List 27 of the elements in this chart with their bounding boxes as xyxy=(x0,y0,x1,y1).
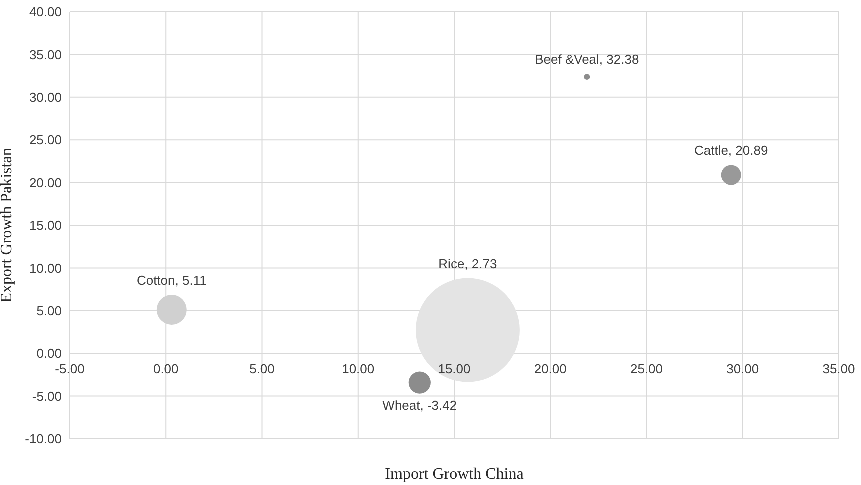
x-tick-label: 10.00 xyxy=(342,362,375,377)
x-tick-label: 0.00 xyxy=(153,362,179,377)
y-tick-label: 0.00 xyxy=(36,346,62,362)
y-tick-label: 20.00 xyxy=(29,175,62,190)
data-label: Rice, 2.73 xyxy=(438,256,498,272)
y-tick-label: -5.00 xyxy=(32,388,62,404)
y-tick-label: 40.00 xyxy=(29,4,62,20)
x-tick-label: 15.00 xyxy=(438,362,471,377)
x-tick-label: -5.00 xyxy=(55,362,85,377)
data-label: Wheat, -3.42 xyxy=(382,398,458,413)
y-tick-label: 5.00 xyxy=(36,304,62,319)
y-tick-label: -10.00 xyxy=(25,432,62,447)
data-label: Cotton, 5.11 xyxy=(136,272,207,288)
data-label: Cattle, 20.89 xyxy=(694,143,768,158)
x-axis-title: Import Growth China xyxy=(385,466,524,483)
y-tick-label: 25.00 xyxy=(29,132,62,148)
x-tick-label: 20.00 xyxy=(534,362,567,377)
x-tick-label: 25.00 xyxy=(630,362,664,377)
x-tick-label: 30.00 xyxy=(726,362,760,377)
x-tick-label: 35.00 xyxy=(822,362,856,377)
y-tick-label: 15.00 xyxy=(29,218,62,234)
y-tick-label: 30.00 xyxy=(29,90,62,106)
x-tick-label: 5.00 xyxy=(250,362,275,377)
data-label: Beef &Veal, 32.38 xyxy=(535,52,640,68)
y-tick-label: 35.00 xyxy=(29,47,62,62)
y-axis-title: Export Growth Pakistan xyxy=(0,148,16,303)
y-tick-label: 10.00 xyxy=(29,260,62,276)
